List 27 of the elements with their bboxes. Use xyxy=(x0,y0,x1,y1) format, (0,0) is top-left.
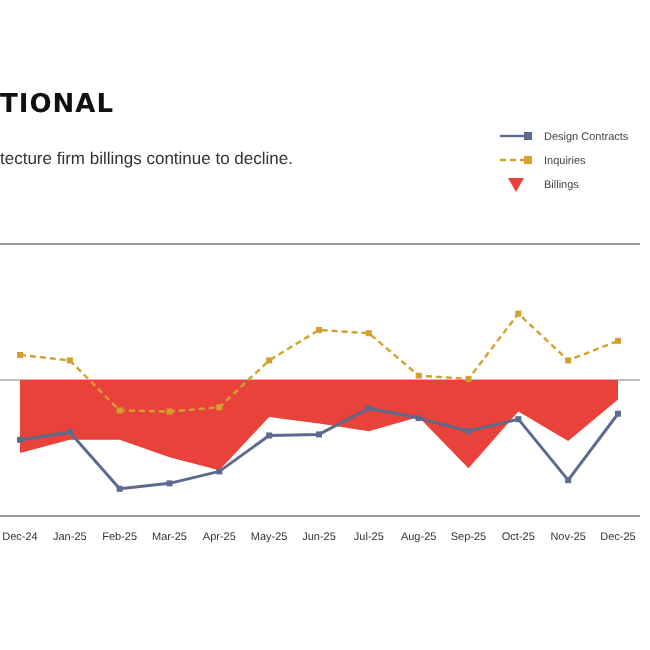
point xyxy=(17,436,23,443)
point xyxy=(216,404,223,411)
point xyxy=(216,468,223,475)
chart-title: TIONAL xyxy=(0,90,114,120)
point xyxy=(465,428,472,435)
point xyxy=(365,405,372,412)
point xyxy=(316,326,322,333)
point xyxy=(266,357,273,364)
point xyxy=(515,310,522,317)
point xyxy=(316,431,322,438)
point xyxy=(615,410,621,417)
point xyxy=(515,416,522,423)
point xyxy=(565,477,572,484)
point xyxy=(116,485,123,492)
point xyxy=(615,337,621,344)
point xyxy=(365,330,372,337)
point xyxy=(266,432,273,439)
point xyxy=(166,480,173,487)
point xyxy=(415,415,422,422)
point xyxy=(166,408,173,415)
chart-subtitle: tecture firm billings continue to decline. xyxy=(0,148,293,168)
point xyxy=(66,429,73,436)
point xyxy=(465,375,472,382)
point xyxy=(116,407,123,414)
point xyxy=(565,357,572,364)
point xyxy=(66,357,73,364)
point xyxy=(415,372,422,379)
